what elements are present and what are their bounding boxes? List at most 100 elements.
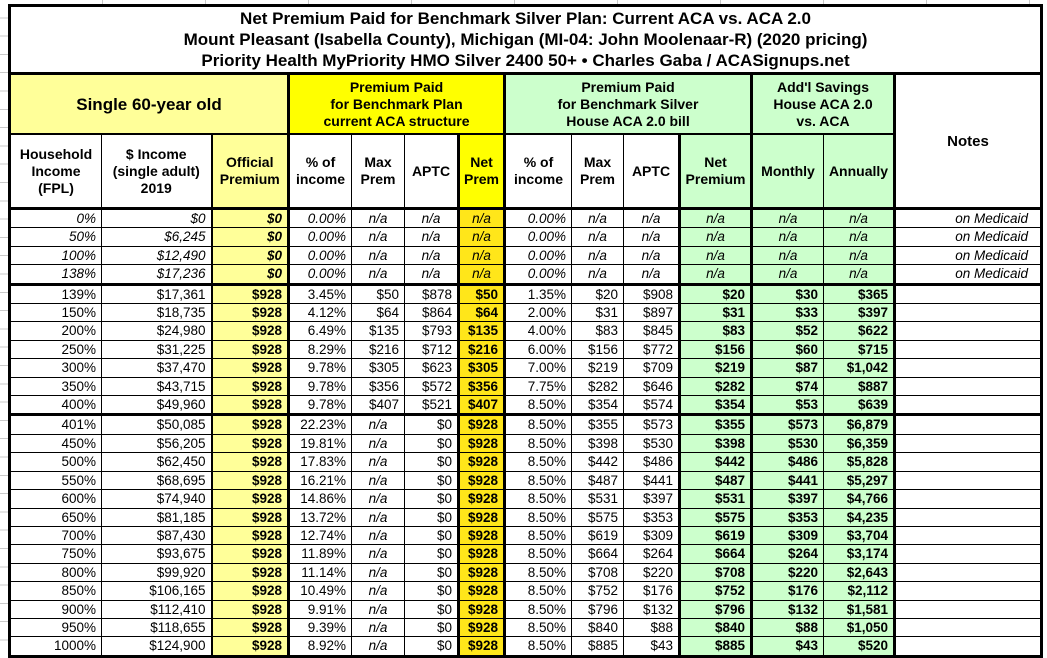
table-cell: $74,940: [101, 489, 213, 509]
table-cell: 19.81%: [288, 434, 352, 454]
table-row-fpl-450: 450% $56,205 $928 19.81% n/a $0 $928 8.50% $398 $…: [9, 434, 1042, 454]
table-cell: $521: [404, 395, 460, 417]
table-cell: $216: [351, 340, 405, 360]
table-cell: $398: [679, 434, 753, 454]
table-cell: n/a: [823, 246, 896, 266]
table-cell: $623: [404, 358, 460, 378]
table-cell: 8.92%: [288, 636, 352, 657]
table-cell: $83: [571, 321, 624, 341]
table-cell: n/a: [623, 227, 681, 247]
table-cell: 6.49%: [288, 321, 352, 341]
table-cell: $531: [571, 489, 624, 509]
group-header-current-aca: Premium Paid for Benchmark Plan current …: [288, 73, 506, 135]
table-cell: $6,359: [823, 434, 896, 454]
table-cell: 9.39%: [288, 618, 352, 638]
table-cell: $878: [404, 284, 460, 305]
table-cell: $442: [679, 452, 753, 472]
table-cell: $486: [623, 452, 681, 472]
table-cell: n/a: [404, 227, 460, 247]
spreadsheet-gridlines-left: [0, 0, 9, 646]
table-cell: n/a: [404, 208, 460, 229]
table-cell: $752: [571, 581, 624, 601]
cell-notes: [894, 581, 1042, 601]
table-cell: n/a: [351, 452, 405, 472]
column-header-annually-col13: Annually: [823, 134, 896, 210]
table-cell: 9.91%: [288, 600, 352, 619]
title-line-1: Net Premium Paid for Benchmark Silver Pl…: [240, 9, 811, 28]
table-cell: $709: [623, 358, 681, 378]
table-cell: n/a: [751, 227, 824, 247]
table-cell: n/a: [823, 208, 896, 229]
table-cell: $17,361: [101, 284, 213, 305]
cell-notes: [894, 508, 1042, 527]
table-cell: $87,430: [101, 526, 213, 546]
table-cell: $487: [571, 471, 624, 491]
table-cell: $928: [211, 340, 290, 360]
table-cell: $574: [623, 395, 681, 417]
table-cell: $664: [679, 544, 753, 564]
table-cell: $664: [571, 544, 624, 564]
table-row-fpl-700: 700% $87,430 $928 12.74% n/a $0 $928 8.50% $619 $…: [9, 526, 1042, 546]
table-cell: $309: [623, 526, 681, 546]
table-cell: 8.50%: [504, 489, 572, 509]
table-cell: $928: [211, 526, 290, 546]
cell-notes: [894, 377, 1042, 397]
table-cell: $928: [211, 321, 290, 341]
table-cell: $0: [211, 208, 290, 229]
table-cell: $0: [404, 636, 460, 657]
table-cell: 8.50%: [504, 544, 572, 564]
table-cell: $442: [571, 452, 624, 472]
table-cell: $0: [404, 452, 460, 472]
table-cell: $356: [458, 377, 506, 397]
table-cell: $20: [571, 284, 624, 305]
table-cell: $43: [751, 636, 824, 657]
table-cell: 900%: [9, 600, 102, 619]
table-cell: $928: [211, 636, 290, 657]
table-cell: $20: [679, 284, 753, 305]
table-cell: $2,643: [823, 563, 896, 583]
table-cell: 8.50%: [504, 452, 572, 472]
table-cell: $12,490: [101, 246, 213, 266]
table-cell: $305: [458, 358, 506, 378]
table-cell: $0: [404, 581, 460, 601]
cell-notes: [894, 489, 1042, 509]
table-cell: $124,900: [101, 636, 213, 657]
table-row-fpl-750: 750% $93,675 $928 11.89% n/a $0 $928 8.50% $664 $…: [9, 544, 1042, 564]
cell-notes: on Medicaid: [894, 208, 1042, 229]
table-cell: n/a: [351, 414, 405, 435]
column-header-row: Household Income (FPL) $ Income (single a…: [9, 134, 1042, 210]
table-cell: 800%: [9, 563, 102, 583]
table-cell: $928: [458, 526, 506, 546]
table-cell: 0.00%: [288, 264, 352, 286]
column-header-net-premium-col11: Net Premium: [679, 134, 753, 210]
table-cell: $928: [458, 508, 506, 527]
table-cell: 8.50%: [504, 434, 572, 454]
table-cell: $106,165: [101, 581, 213, 601]
table-cell: 1000%: [9, 636, 102, 657]
table-cell: $50,085: [101, 414, 213, 435]
table-cell: $18,735: [101, 303, 213, 323]
table-cell: 8.50%: [504, 600, 572, 619]
table-cell: $845: [623, 321, 681, 341]
cell-notes: on Medicaid: [894, 227, 1042, 247]
table-cell: $928: [458, 581, 506, 601]
table-cell: $49,960: [101, 395, 213, 417]
cell-notes: [894, 414, 1042, 435]
title-line-2: Mount Pleasant (Isabella County), Michig…: [183, 30, 868, 49]
table-cell: n/a: [623, 264, 681, 286]
table-cell: $885: [571, 636, 624, 657]
table-cell: $3,704: [823, 526, 896, 546]
table-cell: 750%: [9, 544, 102, 564]
table-cell: $87: [751, 358, 824, 378]
table-cell: $928: [458, 434, 506, 454]
table-cell: 350%: [9, 377, 102, 397]
table-cell: $24,980: [101, 321, 213, 341]
table-cell: $355: [571, 414, 624, 435]
table-cell: 16.21%: [288, 471, 352, 491]
table-cell: $796: [679, 600, 753, 619]
table-cell: 0.00%: [504, 227, 572, 247]
table-cell: n/a: [351, 526, 405, 546]
table-cell: $176: [623, 581, 681, 601]
table-row-fpl-50: 50% $6,245 $0 0.00% n/a n/a n/a 0.00% n/a n/a n/a n…: [9, 227, 1042, 247]
table-cell: $928: [458, 636, 506, 657]
